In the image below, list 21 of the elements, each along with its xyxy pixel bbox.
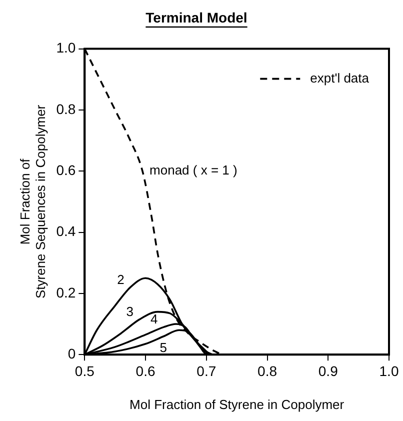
series-label: 3 [126, 304, 134, 320]
y-tick-label: 0 [68, 345, 76, 362]
series-label: 2 [117, 272, 124, 287]
x-tick-label: 0.9 [318, 362, 338, 379]
x-axis-title: Mol Fraction of Styrene in Copolymer [130, 396, 345, 412]
chart-title: Terminal Model [146, 9, 248, 26]
series-label: 5 [160, 340, 168, 355]
x-tick-label: 0.6 [136, 362, 156, 379]
x-tick-label: 0.8 [258, 362, 278, 379]
y-tick-label: 0.6 [56, 162, 76, 178]
y-tick-label: 0.2 [56, 284, 76, 300]
legend-label: expt'l data [310, 70, 370, 86]
y-tick-label: 1.0 [56, 40, 76, 56]
series-label: 4 [150, 312, 158, 327]
x-tick-label: 0.5 [74, 362, 95, 379]
x-tick-label: 1.0 [379, 362, 399, 379]
x-tick-label: 0.7 [196, 362, 216, 379]
y-axis-title: Mol Fraction of Styrene Sequences in Copolymer [17, 104, 48, 299]
annotation: monad ( x = 1 ) [150, 162, 238, 178]
y-tick-label: 0.8 [56, 100, 76, 117]
y-tick-label: 0.4 [56, 223, 76, 240]
